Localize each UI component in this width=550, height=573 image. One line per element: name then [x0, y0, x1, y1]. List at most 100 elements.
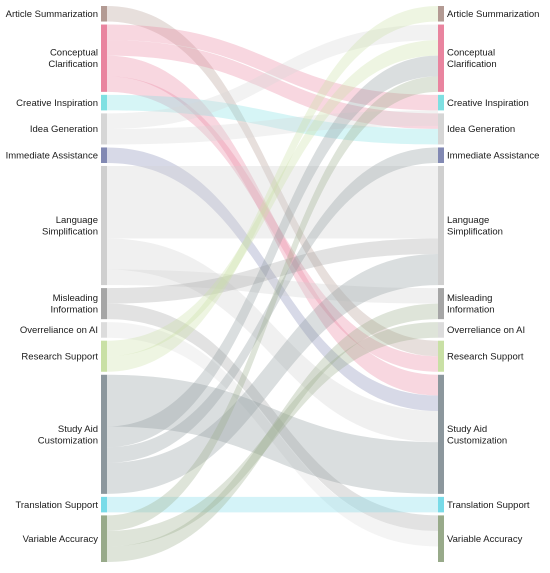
node-label-left-overreliance-on-ai: Overreliance on AI [20, 325, 98, 336]
node-left-creative-inspiration [101, 94, 107, 111]
node-label-left-conceptual-clarification: Conceptual Clarification [48, 48, 98, 71]
link-misleading-information-to-language-simplification [107, 238, 438, 304]
node-right-research-support [438, 340, 444, 372]
node-label-line: Misleading [53, 293, 98, 304]
link-research-support-to-conceptual-clarification [107, 40, 438, 357]
node-right-idea-generation [438, 113, 444, 145]
node-label-line: Article Summarization [6, 9, 98, 20]
node-label-left-immediate-assistance: Immediate Assistance [6, 151, 98, 162]
link-variable-accuracy-to-overreliance-on-ai [107, 322, 438, 547]
node-label-right-immediate-assistance: Immediate Assistance [447, 151, 539, 162]
link-conceptual-clarification-to-creative-inspiration [107, 24, 438, 111]
link-creative-inspiration-to-idea-generation [107, 94, 438, 145]
node-left-language-simplification [101, 165, 107, 286]
link-idea-generation-to-creative-inspiration [107, 110, 438, 145]
sankey-links [107, 6, 438, 562]
node-label-right-variable-accuracy: Variable Accuracy [447, 534, 523, 545]
link-language-simplification-to-study-aid-customization [107, 238, 438, 443]
link-idea-generation-to-conceptual-clarification [107, 24, 438, 129]
sankey-nodes [101, 6, 444, 562]
node-right-variable-accuracy [438, 515, 444, 562]
node-label-left-idea-generation: Idea Generation [30, 124, 98, 135]
link-study-aid-customization-to-study-aid-customization [107, 374, 438, 494]
node-label-line: Simplification [42, 227, 98, 238]
node-label-left-research-support: Research Support [21, 352, 98, 363]
node-left-overreliance-on-ai [101, 322, 107, 338]
node-label-line: Variable Accuracy [23, 534, 99, 545]
node-left-misleading-information [101, 288, 107, 320]
link-immediate-assistance-to-study-aid-customization [107, 147, 438, 412]
node-left-idea-generation [101, 113, 107, 145]
node-label-line: Immediate Assistance [447, 151, 539, 162]
node-left-study-aid-customization [101, 374, 107, 494]
node-right-misleading-information [438, 288, 444, 320]
node-label-right-overreliance-on-ai: Overreliance on AI [447, 325, 525, 336]
node-right-language-simplification [438, 165, 444, 286]
node-label-right-research-support: Research Support [447, 352, 524, 363]
node-label-line: Study Aid [58, 424, 98, 435]
sankey-labels: Article Summarization Article Summarizati… [6, 9, 540, 545]
link-language-simplification-to-misleading-information [107, 269, 438, 304]
node-label-line: Variable Accuracy [447, 534, 523, 545]
node-right-immediate-assistance [438, 147, 444, 163]
link-study-aid-customization-to-language-simplification [107, 254, 438, 494]
node-label-line: Immediate Assistance [6, 151, 98, 162]
node-label-line: Idea Generation [30, 124, 98, 135]
node-label-line: Language [447, 215, 489, 226]
node-label-left-article-summarization: Article Summarization [6, 9, 98, 20]
link-conceptual-clarification-to-study-aid-customization [107, 55, 438, 396]
node-label-line: Information [447, 305, 495, 316]
link-research-support-to-article-summarization [107, 6, 438, 372]
node-label-line: Translation Support [447, 500, 530, 511]
node-label-line: Conceptual [50, 48, 98, 59]
node-right-creative-inspiration [438, 94, 444, 111]
link-variable-accuracy-to-conceptual-clarification [107, 76, 438, 531]
node-right-overreliance-on-ai [438, 322, 444, 338]
node-label-line: Creative Inspiration [447, 98, 529, 109]
node-label-left-translation-support: Translation Support [15, 500, 98, 511]
node-label-right-conceptual-clarification: Conceptual Clarification [447, 48, 497, 71]
node-label-line: Overreliance on AI [20, 325, 98, 336]
node-left-research-support [101, 340, 107, 372]
node-label-line: Creative Inspiration [16, 98, 98, 109]
node-left-article-summarization [101, 6, 107, 22]
node-label-line: Information [50, 305, 98, 316]
node-label-left-misleading-information: Misleading Information [50, 293, 98, 316]
node-label-line: Simplification [447, 227, 503, 238]
node-label-line: Overreliance on AI [447, 325, 525, 336]
node-label-right-study-aid-customization: Study Aid Customization [447, 424, 507, 447]
node-left-conceptual-clarification [101, 24, 107, 92]
node-label-left-creative-inspiration: Creative Inspiration [16, 98, 98, 109]
node-label-line: Clarification [447, 59, 497, 70]
node-label-right-idea-generation: Idea Generation [447, 124, 515, 135]
node-label-line: Customization [447, 435, 507, 446]
link-study-aid-customization-to-immediate-assistance [107, 147, 438, 463]
node-label-line: Research Support [21, 352, 98, 363]
node-label-right-creative-inspiration: Creative Inspiration [447, 98, 529, 109]
node-label-line: Study Aid [447, 424, 487, 435]
link-language-simplification-to-language-simplification [107, 165, 438, 239]
node-label-line: Conceptual [447, 48, 495, 59]
node-label-right-article-summarization: Article Summarization [447, 9, 539, 20]
node-label-line: Language [56, 215, 98, 226]
node-right-article-summarization [438, 6, 444, 22]
link-variable-accuracy-to-misleading-information [107, 303, 438, 562]
node-label-line: Clarification [48, 59, 98, 70]
link-translation-support-to-translation-support [107, 496, 438, 513]
node-label-line: Translation Support [15, 500, 98, 511]
link-misleading-information-to-variable-accuracy [107, 303, 438, 531]
link-study-aid-customization-to-conceptual-clarification [107, 55, 438, 448]
node-right-translation-support [438, 496, 444, 513]
link-conceptual-clarification-to-research-support [107, 76, 438, 372]
node-label-line: Customization [38, 435, 98, 446]
node-label-right-misleading-information: Misleading Information [447, 293, 495, 316]
node-right-conceptual-clarification [438, 24, 444, 92]
node-label-left-language-simplification: Language Simplification [42, 215, 98, 238]
link-overreliance-on-ai-to-variable-accuracy [107, 322, 438, 547]
link-article-summarization-to-research-support [107, 6, 438, 357]
node-label-left-study-aid-customization: Study Aid Customization [38, 424, 98, 447]
node-label-right-translation-support: Translation Support [447, 500, 530, 511]
node-label-line: Idea Generation [447, 124, 515, 135]
node-left-translation-support [101, 496, 107, 513]
